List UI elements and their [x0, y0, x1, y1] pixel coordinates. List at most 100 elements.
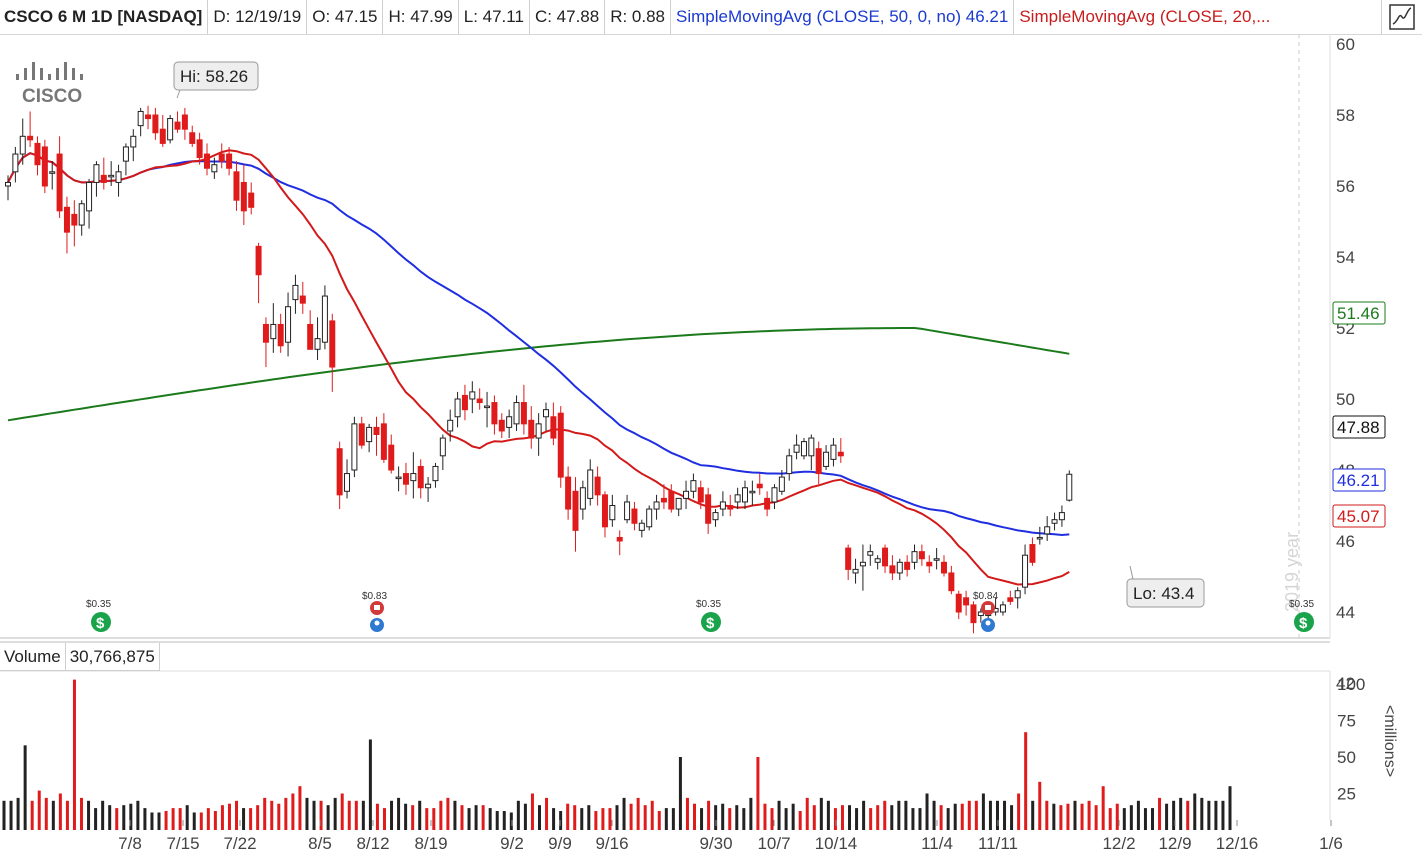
- dividend-event[interactable]: $0.35 $: [1289, 599, 1314, 632]
- volume-bar: [1214, 800, 1218, 830]
- volume-bar: [1087, 800, 1091, 830]
- volume-bar: [798, 811, 802, 830]
- volume-bar: [453, 800, 457, 830]
- volume-bar: [115, 808, 119, 830]
- volume-bar: [2, 800, 6, 830]
- volume-bar: [16, 797, 20, 830]
- volume-bar: [1172, 800, 1176, 830]
- candle: [830, 438, 837, 467]
- volume-bar: [1228, 786, 1232, 830]
- time-tick-label: 9/30: [699, 834, 732, 853]
- time-tick-label: 11/11: [978, 834, 1018, 853]
- candle: [616, 530, 623, 556]
- volume-bar: [439, 800, 443, 830]
- candle: [896, 558, 903, 581]
- volume-bar: [178, 808, 182, 830]
- volume-bar: [573, 805, 577, 830]
- svg-text:47.88: 47.88: [1337, 418, 1380, 437]
- volume-bar: [805, 797, 809, 830]
- volume-bar: [495, 811, 499, 830]
- symbol-label[interactable]: CSCO 6 M 1D [NASDAQ]: [0, 0, 209, 34]
- candle: [56, 136, 63, 218]
- year-watermark: 2019 year: [1282, 532, 1302, 612]
- earnings-event[interactable]: $0.83: [362, 591, 387, 632]
- candle: [484, 391, 491, 428]
- candle: [808, 434, 815, 470]
- studies-button[interactable]: [1381, 0, 1422, 34]
- volume-bar: [601, 808, 605, 830]
- sma50-study-label[interactable]: SimpleMovingAvg (CLOSE, 50, 0, no) 46.21: [671, 0, 1015, 34]
- volume-bar: [1179, 797, 1183, 830]
- candle: [71, 200, 78, 247]
- svg-text:$0.83: $0.83: [362, 591, 387, 602]
- volume-bar: [101, 800, 105, 830]
- candle: [358, 416, 365, 449]
- close-readout: C: 47.88: [530, 0, 606, 34]
- volume-bar: [108, 805, 112, 830]
- volume-bar: [418, 800, 422, 830]
- volume-bar: [368, 739, 372, 830]
- volume-bar: [80, 797, 84, 830]
- time-tick-label: 9/16: [595, 834, 628, 853]
- volume-bar: [404, 803, 408, 830]
- volume-bars: [2, 679, 1232, 830]
- volume-bar: [136, 800, 140, 830]
- volume-bar: [594, 811, 598, 830]
- price-axis: 42444648505254565860: [1336, 35, 1355, 693]
- logo-bar: [64, 62, 67, 80]
- volume-bar: [411, 805, 415, 830]
- candle: [1066, 470, 1073, 502]
- price-tick-label: 58: [1336, 106, 1355, 125]
- volume-tick-label: 75: [1337, 712, 1356, 731]
- candle: [439, 434, 446, 470]
- candle: [432, 462, 439, 488]
- volume-bar: [481, 805, 485, 830]
- volume-bar: [559, 811, 563, 830]
- candle: [336, 441, 343, 510]
- candle: [653, 494, 660, 520]
- volume-bar: [340, 793, 344, 830]
- sma20-line: [7, 149, 1070, 586]
- volume-bar: [840, 805, 844, 830]
- candle: [904, 555, 911, 577]
- dividend-event[interactable]: $0.35 $: [86, 599, 111, 632]
- volume-bar: [862, 800, 866, 830]
- candle: [402, 462, 409, 495]
- candle: [321, 285, 328, 350]
- time-tick-label: 7/15: [166, 834, 199, 853]
- logo-bar: [72, 68, 75, 80]
- volume-bar: [516, 800, 520, 830]
- candle: [108, 161, 115, 186]
- earnings-event[interactable]: $0.84: [973, 591, 998, 632]
- svg-text:51.46: 51.46: [1337, 304, 1380, 323]
- volume-bar: [460, 805, 464, 830]
- candle: [167, 115, 174, 144]
- volume-bar: [432, 808, 436, 830]
- price-tick-label: 46: [1336, 532, 1355, 551]
- candle: [145, 105, 152, 130]
- volume-bar: [1017, 793, 1021, 830]
- candle: [705, 487, 712, 534]
- candle: [454, 391, 461, 428]
- volume-bar: [1024, 732, 1028, 830]
- candle: [513, 395, 520, 431]
- open-readout: O: 47.15: [307, 0, 384, 34]
- volume-bar: [1003, 800, 1007, 830]
- volume-header: Volume 30,766,875: [0, 643, 160, 671]
- candle: [19, 118, 26, 165]
- volume-bar: [390, 800, 394, 830]
- time-tick-label: 12/16: [1216, 834, 1259, 853]
- candle: [1051, 512, 1058, 531]
- price-tick-label: 54: [1336, 248, 1355, 267]
- sma20-study-label[interactable]: SimpleMovingAvg (CLOSE, 20,...: [1019, 7, 1271, 26]
- candle: [712, 509, 719, 527]
- volume-bar: [474, 805, 478, 830]
- volume-tick-label: 100: [1337, 675, 1365, 694]
- candle: [970, 601, 977, 634]
- volume-tick-label: 25: [1337, 785, 1356, 804]
- candle: [5, 175, 11, 201]
- candle: [491, 395, 498, 435]
- dividend-event[interactable]: $0.35 $: [696, 599, 721, 632]
- candle: [93, 161, 100, 197]
